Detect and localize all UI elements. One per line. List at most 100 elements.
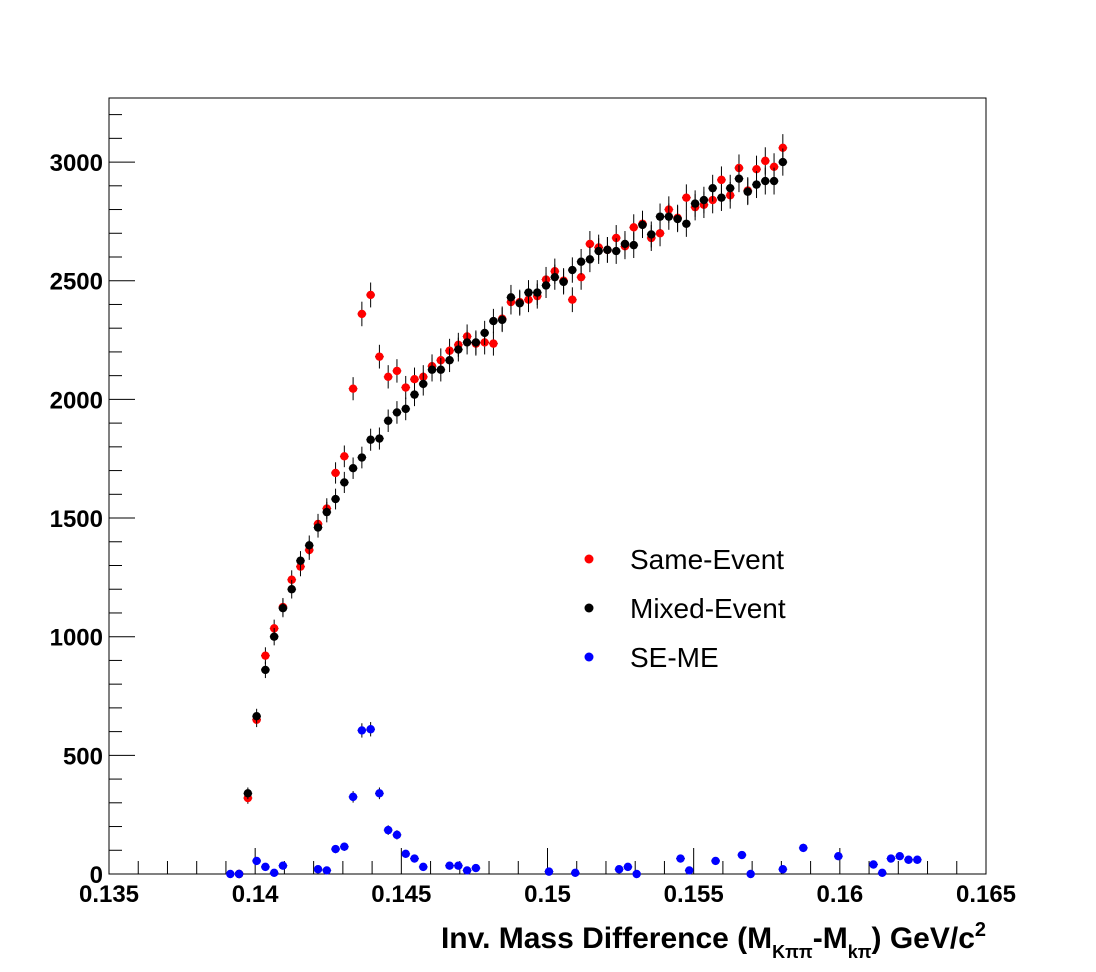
marker xyxy=(480,328,489,338)
marker xyxy=(401,849,410,859)
marker xyxy=(717,193,726,202)
marker xyxy=(331,468,340,478)
data-point xyxy=(869,860,878,869)
x-tick-label: 0.155 xyxy=(664,881,724,908)
plot-frame xyxy=(108,97,987,875)
data-point xyxy=(480,320,490,346)
data-point xyxy=(708,174,718,202)
series-se-me xyxy=(225,722,922,879)
marker xyxy=(594,246,603,256)
data-point xyxy=(383,825,393,835)
marker xyxy=(305,541,314,550)
data-point xyxy=(515,290,525,316)
legend: Same-Event Mixed-Event SE-ME xyxy=(584,544,786,673)
data-point xyxy=(252,856,262,866)
marker xyxy=(629,223,638,232)
data-point xyxy=(629,232,639,259)
data-point xyxy=(886,854,896,863)
marker xyxy=(313,523,323,532)
x-axis: 0.135 0.14 0.145 0.15 0.155 0.16 0.165 xyxy=(79,848,1016,908)
data-point xyxy=(638,211,647,239)
marker xyxy=(743,187,752,196)
marker xyxy=(331,494,340,504)
marker xyxy=(629,240,638,250)
marker xyxy=(340,452,349,461)
marker xyxy=(375,352,384,361)
data-point xyxy=(366,428,376,451)
data-point xyxy=(410,383,419,407)
data-point xyxy=(401,397,411,421)
marker xyxy=(462,338,472,347)
data-point xyxy=(375,344,384,369)
data-point xyxy=(252,708,262,724)
data-point xyxy=(760,167,770,195)
marker xyxy=(454,861,463,870)
data-point xyxy=(331,844,340,854)
data-point xyxy=(734,165,744,193)
data-point xyxy=(746,869,756,879)
y-tick-label: 2500 xyxy=(50,269,103,296)
data-point xyxy=(462,866,472,875)
marker xyxy=(340,842,349,851)
marker xyxy=(445,861,454,870)
data-point xyxy=(339,842,349,851)
marker xyxy=(348,464,358,473)
data-point xyxy=(410,854,419,863)
marker xyxy=(611,233,621,243)
marker xyxy=(296,556,305,565)
data-point xyxy=(418,372,428,396)
data-point xyxy=(611,238,621,264)
data-point xyxy=(576,248,586,275)
data-point xyxy=(895,852,905,861)
data-point xyxy=(287,579,297,599)
series-same-event xyxy=(234,134,788,879)
marker xyxy=(585,255,595,264)
marker xyxy=(673,214,682,224)
data-point xyxy=(453,337,463,362)
data-point xyxy=(445,348,454,373)
legend-marker-mixed-event xyxy=(584,603,594,613)
marker xyxy=(234,869,244,879)
marker xyxy=(655,229,665,238)
data-point xyxy=(717,184,726,211)
data-point xyxy=(304,535,314,556)
marker xyxy=(410,854,419,863)
marker xyxy=(690,199,700,208)
marker xyxy=(769,162,779,172)
marker xyxy=(664,212,674,221)
marker xyxy=(269,868,279,878)
marker xyxy=(778,865,788,874)
data-point xyxy=(383,365,393,389)
data-point xyxy=(778,148,788,176)
data-point xyxy=(570,868,580,878)
data-point xyxy=(348,377,358,401)
marker xyxy=(348,384,358,393)
data-point xyxy=(261,647,270,665)
data-point xyxy=(331,462,340,484)
data-point xyxy=(681,210,691,237)
marker xyxy=(550,272,560,282)
marker xyxy=(895,852,904,861)
marker xyxy=(419,379,428,389)
data-point xyxy=(313,865,323,874)
marker xyxy=(655,212,665,221)
data-point xyxy=(567,257,577,283)
data-point xyxy=(348,457,358,479)
data-point xyxy=(383,409,393,432)
marker xyxy=(383,372,393,382)
data-point xyxy=(684,866,694,875)
marker xyxy=(366,290,375,300)
data-point xyxy=(778,865,788,874)
x-tick-label: 0.135 xyxy=(79,881,139,908)
marker xyxy=(226,869,235,879)
marker xyxy=(524,288,533,297)
marker xyxy=(436,365,445,374)
marker xyxy=(682,193,691,202)
data-point xyxy=(322,501,332,523)
marker xyxy=(471,863,481,873)
y-tick-label: 2000 xyxy=(50,387,103,414)
marker xyxy=(620,239,630,249)
marker xyxy=(761,176,770,186)
data-point xyxy=(550,264,560,290)
